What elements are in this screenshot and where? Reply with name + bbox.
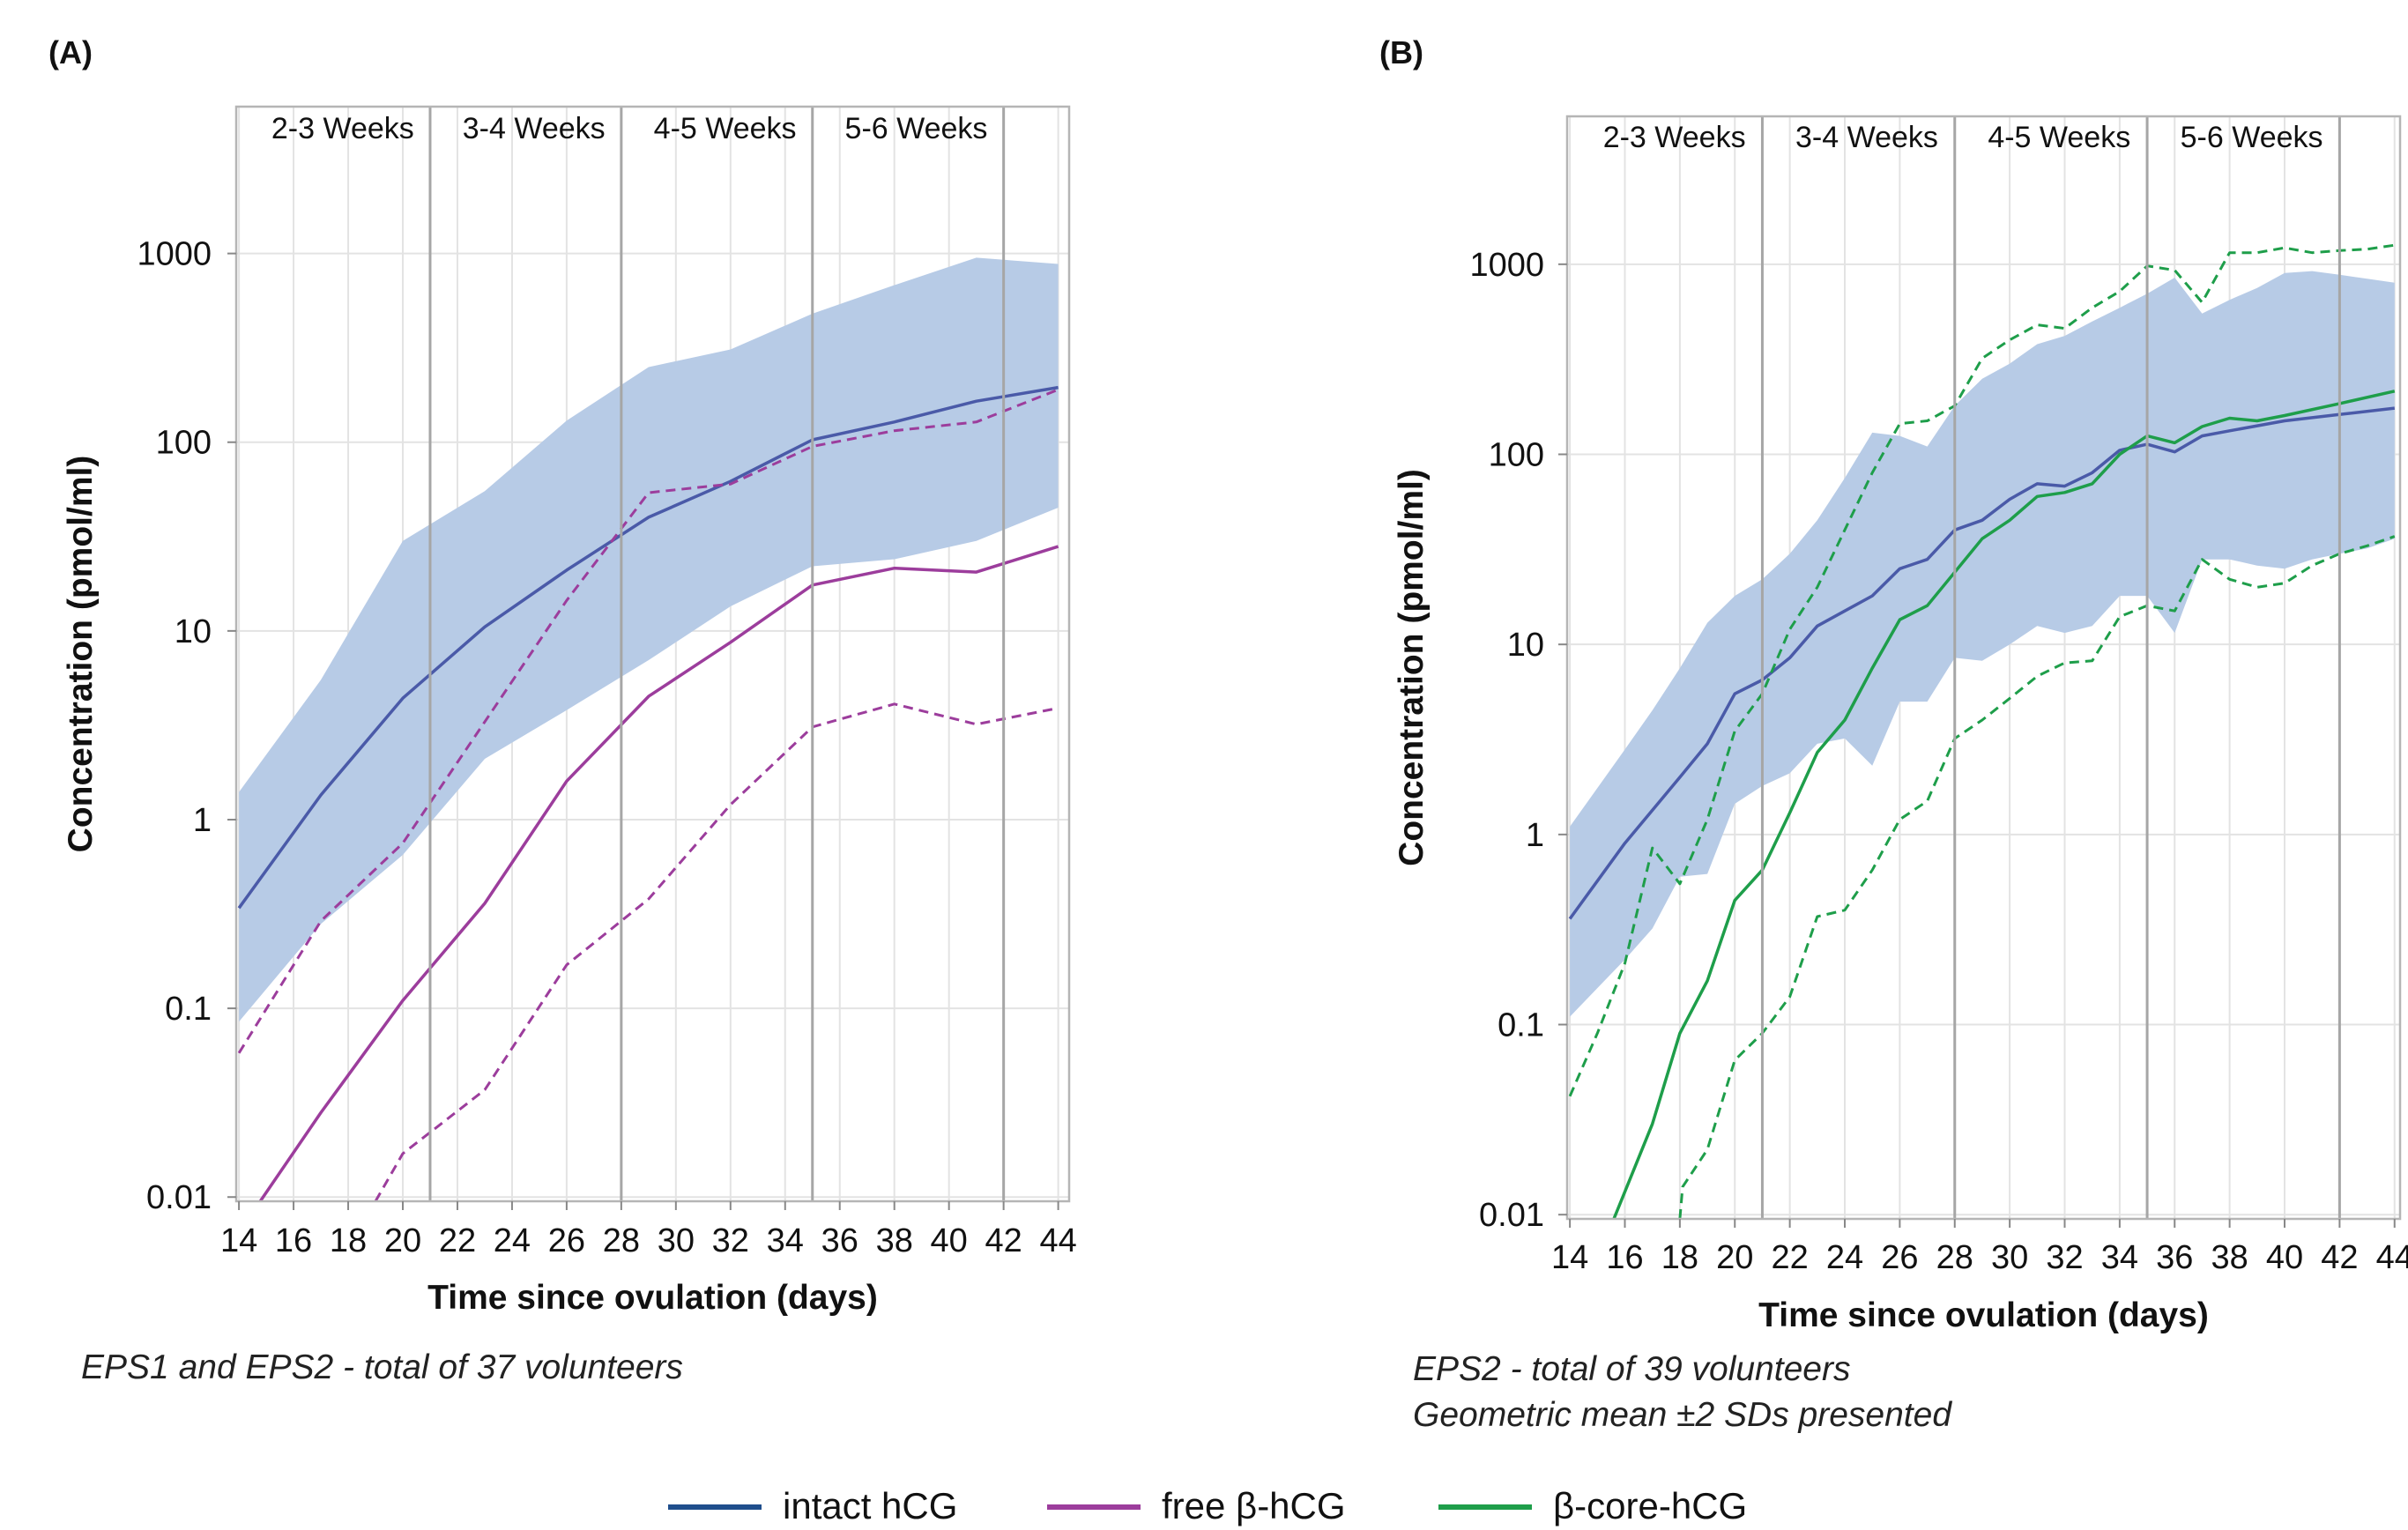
x-tick-label: 22 (1771, 1239, 1808, 1276)
y-tick-label: 1 (193, 802, 212, 839)
x-tick-label: 24 (494, 1222, 531, 1259)
y-tick-label: 0.1 (165, 991, 212, 1028)
x-tick-label: 32 (712, 1222, 749, 1259)
series-line-free-beta-hcg-dashed-1 (237, 388, 1059, 1054)
x-tick-label: 30 (658, 1222, 695, 1259)
x-tick-label: 30 (1991, 1239, 2028, 1276)
series-line-beta-core-hcg-solid-1 (1612, 390, 2396, 1219)
plot-content (1568, 243, 2396, 1219)
x-tick-label: 44 (1039, 1222, 1076, 1259)
week-label: 2-3 Weeks (1603, 121, 1746, 154)
series-line-beta-core-hcg-dashed-3 (1678, 535, 2396, 1219)
sd-band (239, 257, 1059, 1022)
plot-b: 2-3 Weeks 3-4 Weeks 4-5 Weeks 5-6 Weeks 14 16… (1393, 115, 2408, 1334)
y-tick-label: 1000 (137, 236, 212, 273)
series-line-free-beta-hcg-dashed-3 (374, 702, 1059, 1201)
legend: intact hCG free β-hCG β-core-hCG (668, 1485, 1747, 1526)
panel-b: (B) 2-3 Weeks 3-4 Weeks 4-5 Weeks 5-6 Weeks… (1379, 34, 2408, 1434)
y-tick-label: 100 (1489, 437, 1544, 474)
x-tick-label: 14 (1551, 1239, 1588, 1276)
x-tick-label: 32 (2046, 1239, 2083, 1276)
y-tick-label: 100 (156, 425, 212, 462)
x-tick-label: 20 (384, 1222, 421, 1259)
x-tick-label: 36 (821, 1222, 858, 1259)
week-label: 5-6 Weeks (845, 112, 988, 145)
x-tick-label: 38 (2211, 1239, 2248, 1276)
x-tick-label: 28 (603, 1222, 640, 1259)
x-tick-label: 44 (2376, 1239, 2408, 1276)
legend-label-intact-hcg: intact hCG (783, 1485, 957, 1526)
x-axis-title: Time since ovulation (days) (427, 1279, 878, 1317)
panel-b-caption-line-1: EPS2 - total of 39 volunteers (1413, 1350, 1850, 1388)
plot-frame (234, 105, 1071, 1203)
week-label: 3-4 Weeks (1795, 121, 1938, 154)
y-tick-label: 1000 (1469, 247, 1544, 284)
x-tick-label: 40 (2266, 1239, 2303, 1276)
x-tick-label: 36 (2156, 1239, 2193, 1276)
x-tick-label: 22 (439, 1222, 476, 1259)
x-tick-label: 18 (1661, 1239, 1698, 1276)
x-tick-label: 14 (220, 1222, 257, 1259)
panel-b-caption-line-2: Geometric mean ±2 SDs presented (1413, 1396, 1952, 1434)
x-tick-label: 42 (2321, 1239, 2358, 1276)
x-axis-title: Time since ovulation (days) (1758, 1296, 2209, 1334)
x-tick-label: 24 (1826, 1239, 1863, 1276)
series-line-intact-hcg-solid-0 (1568, 406, 2396, 920)
x-tick-label: 18 (330, 1222, 367, 1259)
x-tick-label: 20 (1716, 1239, 1753, 1276)
y-tick-label: 10 (175, 613, 212, 650)
panel-a: (A) 2-3 Weeks 3-4 Weeks 4-5 Weeks 5-6 Weeks… (48, 34, 1077, 1386)
week-label: 2-3 Weeks (271, 112, 414, 145)
series-line-free-beta-hcg-solid-2 (258, 545, 1059, 1201)
week-label: 4-5 Weeks (654, 112, 797, 145)
x-tick-label: 16 (275, 1222, 312, 1259)
series-line-intact-hcg-solid-0 (237, 385, 1059, 910)
week-label: 5-6 Weeks (2181, 121, 2323, 154)
x-tick-label: 40 (931, 1222, 968, 1259)
sd-band (1570, 271, 2395, 1017)
y-tick-label: 10 (1507, 627, 1544, 664)
x-tick-label: 38 (876, 1222, 913, 1259)
x-tick-label: 16 (1606, 1239, 1643, 1276)
plot-content (237, 257, 1059, 1201)
y-axis-title: Concentration (pmol/ml) (1393, 469, 1431, 866)
y-tick-label: 0.01 (1479, 1197, 1544, 1234)
legend-label-beta-core-hcg: β-core-hCG (1553, 1485, 1747, 1526)
week-label: 4-5 Weeks (1988, 121, 2130, 154)
x-tick-label: 42 (985, 1222, 1022, 1259)
y-tick-label: 0.01 (146, 1179, 212, 1216)
x-tick-label: 26 (1881, 1239, 1918, 1276)
legend-label-free-beta-hcg: free β-hCG (1162, 1485, 1346, 1526)
panel-b-letter: (B) (1379, 34, 1423, 71)
x-tick-label: 28 (1936, 1239, 1973, 1276)
panel-a-caption-line-1: EPS1 and EPS2 - total of 37 volunteers (81, 1348, 683, 1386)
x-tick-label: 26 (548, 1222, 585, 1259)
week-label: 3-4 Weeks (463, 112, 606, 145)
y-tick-label: 1 (1526, 817, 1544, 854)
panel-a-letter: (A) (48, 34, 93, 71)
plot-a: 2-3 Weeks 3-4 Weeks 4-5 Weeks 5-6 Weeks 14 16… (62, 105, 1077, 1317)
x-tick-label: 34 (2101, 1239, 2138, 1276)
x-tick-label: 34 (767, 1222, 804, 1259)
plot-frame (1565, 115, 2402, 1221)
y-tick-label: 0.1 (1498, 1007, 1544, 1044)
y-axis-title: Concentration (pmol/ml) (62, 456, 100, 853)
